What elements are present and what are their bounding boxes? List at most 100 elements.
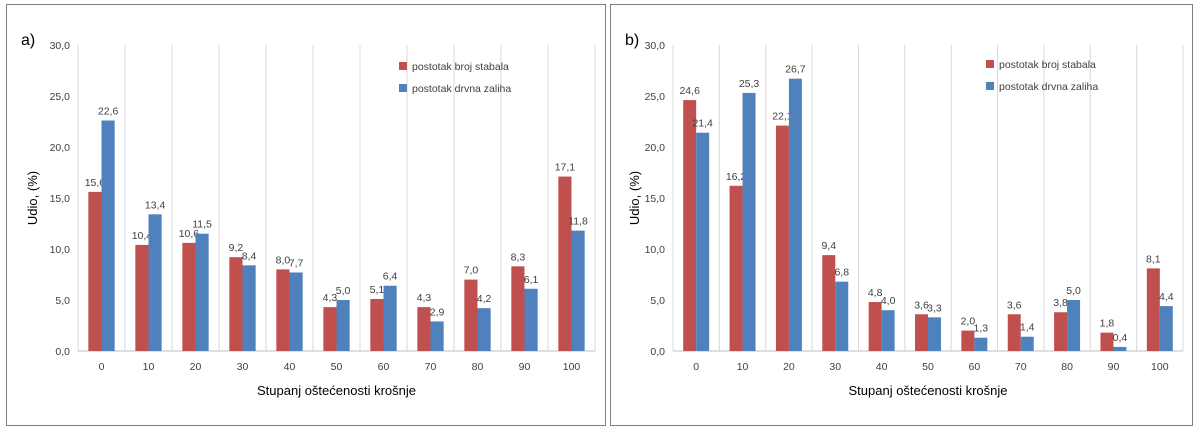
data-label: 4,2	[477, 293, 492, 305]
bar-broj-stabala	[915, 314, 928, 351]
bar-drvna-zaliha	[696, 132, 710, 351]
x-tick-label: 60	[969, 361, 981, 373]
data-label: 22,1	[772, 111, 793, 123]
bar-broj-stabala	[683, 100, 697, 351]
data-label: 8,0	[276, 254, 291, 266]
bar-drvna-zaliha	[430, 321, 444, 351]
data-label: 24,6	[679, 85, 700, 97]
y-tick-label: 15,0	[645, 193, 666, 205]
data-label: 16,2	[726, 171, 747, 183]
bar-broj-stabala	[961, 330, 975, 351]
y-tick-label: 10,0	[50, 244, 71, 256]
data-label: 8,3	[511, 251, 526, 263]
bar-drvna-zaliha	[336, 300, 350, 351]
data-label: 0,4	[1113, 332, 1128, 344]
bar-drvna-zaliha	[788, 78, 802, 351]
chart-a: 0,0 5,0 10,0 15,0 20,0 25,0 30,0 15,6 10,4 10,6 9,…	[21, 32, 596, 398]
x-axis-title: Stupanj oštećenosti krošnje	[257, 383, 416, 398]
data-label: 7,0	[464, 265, 479, 277]
bar-drvna-zaliha	[835, 281, 849, 351]
data-label: 10,6	[179, 228, 200, 240]
y-tick-label: 20,0	[50, 142, 71, 154]
y-tick-label: 0,0	[650, 346, 665, 358]
data-label: 8,1	[1146, 253, 1161, 265]
y-tick-label: 5,0	[55, 295, 70, 307]
legend-swatch	[399, 84, 407, 92]
data-label: 3,6	[914, 299, 929, 311]
legend-swatch	[986, 60, 994, 68]
x-tick-label: 0	[693, 361, 699, 373]
y-tick-label: 25,0	[645, 91, 666, 103]
data-label: 4,0	[881, 295, 896, 307]
data-label: 3,6	[1007, 299, 1022, 311]
x-tick-label: 90	[1108, 361, 1120, 373]
y-axis-title: Udio, (%)	[627, 171, 642, 225]
data-label: 4,4	[1159, 291, 1174, 303]
data-label: 22,6	[98, 105, 119, 117]
y-tick-label: 10,0	[645, 244, 666, 256]
x-tick-label: 100	[1151, 361, 1169, 373]
x-tick-label: 10	[143, 361, 155, 373]
y-tick-label: 15,0	[50, 193, 71, 205]
bar-drvna-zaliha	[289, 272, 303, 351]
x-tick-label: 50	[922, 361, 934, 373]
x-tick-label: 80	[1061, 361, 1073, 373]
x-tick-label: 40	[284, 361, 296, 373]
panel-label: b)	[625, 32, 639, 49]
bar-drvna-zaliha	[524, 288, 538, 351]
data-label: 6,8	[834, 267, 849, 279]
legend-swatch	[986, 82, 994, 90]
bar-broj-stabala	[417, 307, 431, 351]
legend: postotak broj stabala postotak drvna zali…	[986, 59, 1098, 93]
data-label: 4,8	[868, 287, 883, 299]
bar-broj-stabala	[1054, 312, 1068, 351]
y-tick-label: 30,0	[645, 40, 666, 52]
x-tick-label: 50	[331, 361, 343, 373]
bar-broj-stabala	[868, 302, 882, 351]
data-label: 26,7	[785, 64, 806, 76]
y-tick-label: 0,0	[55, 346, 70, 358]
legend-swatch	[399, 62, 407, 70]
data-label: 21,4	[692, 118, 713, 130]
bar-broj-stabala	[729, 185, 743, 351]
data-label: 9,4	[821, 240, 836, 252]
data-label: 11,8	[568, 216, 588, 228]
bar-broj-stabala	[135, 244, 149, 351]
bar-drvna-zaliha	[1020, 336, 1034, 351]
data-label: 3,8	[1053, 297, 1068, 309]
bar-drvna-zaliha	[571, 230, 585, 351]
bar-broj-stabala	[822, 255, 836, 351]
x-tick-label: 70	[1015, 361, 1027, 373]
data-label: 15,6	[85, 177, 106, 189]
data-label: 8,4	[242, 250, 257, 262]
x-tick-label: 70	[425, 361, 437, 373]
bar-broj-stabala	[558, 176, 572, 351]
data-label: 3,3	[927, 302, 942, 314]
bar-drvna-zaliha	[881, 310, 895, 351]
y-tick-label: 30,0	[50, 40, 71, 52]
data-label: 5,0	[336, 285, 351, 297]
legend-label: postotak broj stabala	[999, 59, 1096, 71]
x-axis-title: Stupanj oštećenosti krošnje	[849, 383, 1008, 398]
legend-label: postotak broj stabala	[412, 61, 509, 73]
data-label: 2,0	[961, 316, 976, 328]
x-tick-label: 20	[190, 361, 202, 373]
bar-drvna-zaliha	[974, 337, 988, 351]
data-label: 7,7	[289, 257, 304, 269]
bar-drvna-zaliha	[928, 317, 941, 351]
bar-drvna-zaliha	[742, 92, 756, 351]
y-tick-label: 20,0	[645, 142, 666, 154]
x-tick-label: 80	[472, 361, 484, 373]
bar-drvna-zaliha	[1113, 346, 1127, 351]
data-label: 2,9	[430, 306, 445, 318]
bar-broj-stabala	[1007, 314, 1021, 351]
data-label: 5,1	[370, 284, 385, 296]
legend: postotak broj stabala postotak drvna zali…	[399, 61, 511, 95]
x-tick-label: 0	[99, 361, 105, 373]
x-tick-label: 30	[237, 361, 249, 373]
y-axis-title: Udio, (%)	[25, 171, 40, 225]
x-tick-label: 30	[829, 361, 841, 373]
y-tick-label: 25,0	[50, 91, 71, 103]
data-label: 4,3	[323, 292, 338, 304]
